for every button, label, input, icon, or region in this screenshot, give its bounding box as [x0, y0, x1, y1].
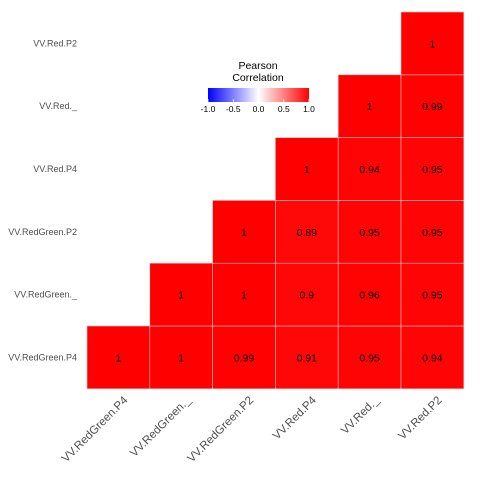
cell-value-label: 1 [178, 290, 184, 302]
cell-value-label: 0.9 [299, 290, 314, 302]
x-tick-label: VV.RedGreen.P4 [60, 394, 131, 465]
cell-value-label: 1 [367, 101, 373, 113]
heatmap-cell [337, 325, 402, 390]
color-legend: Pearson Correlation -1.0 -0.5 0.0 0.5 1.0 [201, 60, 316, 114]
heatmap-cell [337, 74, 402, 138]
cell-value-label: 1 [241, 290, 247, 302]
legend-ticks: -1.0 -0.5 0.0 0.5 1.0 [201, 99, 315, 114]
legend-colorbar [208, 88, 309, 102]
legend-tick-label: 0.5 [278, 104, 290, 114]
cell-value-label: 1 [178, 352, 184, 364]
x-tick-label: VV.RedGreen.P2 [186, 394, 257, 465]
cell-value-label: 0.96 [359, 290, 380, 302]
x-tick-label: VV.Red._ [339, 394, 382, 437]
heatmap-cell [149, 325, 213, 390]
cell-value-label: 0.95 [422, 227, 443, 239]
cell-value-label: 0.95 [422, 290, 443, 302]
legend-tick-label: -0.5 [226, 104, 241, 114]
x-tick-label: VV.Red.P4 [271, 394, 319, 442]
heatmap-cell [337, 137, 402, 201]
heatmap-cells [86, 11, 465, 390]
legend-title-line-1: Pearson [238, 60, 277, 72]
cell-value-label: 0.89 [297, 227, 318, 239]
heatmap-cell [400, 325, 465, 390]
heatmap-cell [275, 200, 339, 264]
legend-tick-label: 0.0 [253, 104, 265, 114]
y-tick-label: VV.Red._ [39, 101, 78, 111]
heatmap-cell [400, 11, 465, 76]
cell-value-label: 1 [115, 352, 121, 364]
heatmap-cell [149, 262, 213, 327]
cell-value-label: 1 [241, 227, 247, 239]
cell-value-label: 0.95 [359, 352, 380, 364]
x-tick-label: VV.RedGreen._ [128, 394, 194, 460]
heatmap-cell [275, 325, 339, 390]
heatmap-cell [400, 74, 465, 138]
heatmap-cell [212, 262, 276, 327]
y-tick-label: VV.Red.P2 [33, 38, 77, 48]
heatmap-cell [400, 262, 465, 327]
legend-tick-label: 1.0 [303, 104, 315, 114]
legend-title-line-2: Correlation [232, 72, 284, 84]
cell-value-label: 0.94 [359, 164, 380, 176]
y-tick-label: VV.RedGreen.P2 [8, 227, 77, 237]
heatmap-cell [275, 262, 339, 327]
heatmap-cell [337, 262, 402, 327]
heatmap-cell [212, 200, 276, 264]
x-axis: VV.RedGreen.P4VV.RedGreen._VV.RedGreen.P… [60, 394, 445, 465]
cell-value-label: 1 [304, 164, 310, 176]
cell-value-label: 0.94 [422, 352, 443, 364]
heatmap-cell [400, 200, 465, 264]
y-tick-label: VV.RedGreen.P4 [8, 352, 77, 362]
heatmap-cell [400, 137, 465, 201]
heatmap-cell [86, 325, 151, 390]
legend-tick-label: -1.0 [201, 104, 216, 114]
cell-value-label: 1 [429, 38, 435, 50]
cell-value-label: 0.99 [234, 352, 255, 364]
y-tick-label: VV.RedGreen._ [14, 290, 78, 300]
cell-value-label: 0.95 [422, 164, 443, 176]
cell-value-label: 0.99 [422, 101, 443, 113]
x-tick-label: VV.Red.P2 [397, 394, 445, 442]
heatmap-cell [275, 137, 339, 201]
heatmap-cell-labels: 1 1 0.99 0.91 0.95 0.94 1 1 0.9 0.96 0.95 1 0.89 0.95… [115, 38, 442, 364]
y-tick-label: VV.Red.P4 [33, 164, 77, 174]
y-axis: VV.RedGreen.P4 VV.RedGreen._ VV.RedGreen.P… [8, 38, 78, 362]
cell-value-label: 0.95 [359, 227, 380, 239]
cell-value-label: 0.91 [297, 352, 318, 364]
